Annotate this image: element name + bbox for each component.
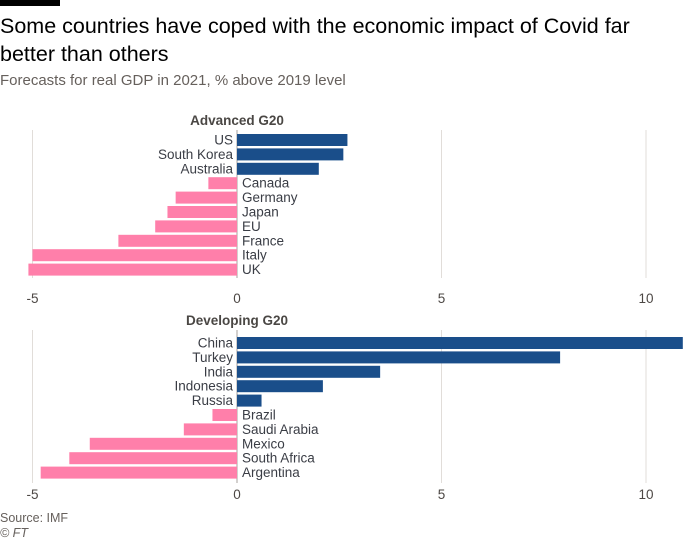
developing-g20-bar-9: [40, 466, 238, 479]
advanced-g20-bar-label-3: Canada: [242, 176, 290, 191]
advanced-g20-bar-label-1: South Korea: [158, 147, 234, 162]
developing-g20-bar-0: [237, 337, 683, 349]
chart-subtitle: Forecasts for real GDP in 2021, % above …: [0, 72, 346, 89]
advanced-g20-bar-9: [28, 263, 237, 276]
advanced-g20-tick-label-3: 10: [638, 291, 653, 306]
chart-title: Some countries have coped with the econo…: [0, 14, 630, 66]
advanced-g20-bar-label-0: US: [214, 133, 233, 148]
developing-g20-bar-4: [237, 394, 262, 407]
developing-g20-bar-8: [69, 452, 237, 465]
advanced-g20-bar-label-2: Australia: [180, 161, 233, 176]
advanced-g20-bar-7: [118, 234, 237, 247]
advanced-g20-bar-8: [32, 249, 237, 262]
developing-g20-tick-label-1: 0: [233, 487, 241, 502]
developing-g20-bar-7: [89, 437, 237, 450]
developing-g20-bar-label-7: Mexico: [242, 436, 285, 451]
developing-g20-bar-label-2: India: [204, 364, 234, 379]
developing-g20-bar-label-0: China: [198, 336, 234, 351]
advanced-g20-bar-0: [237, 134, 348, 146]
advanced-g20-bar-4: [175, 191, 237, 204]
developing-g20-bar-label-5: Brazil: [242, 408, 276, 423]
advanced-g20-bar-6: [155, 220, 237, 233]
developing-g20-bar-6: [183, 423, 237, 436]
developing-g20-bar-3: [237, 380, 323, 393]
advanced-g20-tick-label-1: 0: [233, 291, 241, 306]
advanced-g20-panel-title: Advanced G20: [190, 113, 284, 128]
advanced-g20-bar-label-9: UK: [242, 262, 261, 277]
advanced-g20-bar-1: [237, 148, 344, 161]
developing-g20-bar-label-4: Russia: [192, 393, 234, 408]
ft-top-bar: [0, 0, 60, 6]
developing-g20-bar-label-8: South Africa: [242, 451, 315, 466]
advanced-g20-bar-5: [167, 206, 237, 218]
source-note: Source: IMF: [0, 511, 69, 525]
advanced-g20-bar-3: [208, 177, 237, 190]
developing-g20-panel-title: Developing G20: [186, 313, 288, 328]
developing-g20-bar-2: [237, 365, 381, 378]
advanced-g20-tick-label-0: -5: [26, 291, 38, 306]
developing-g20-bar-1: [237, 351, 561, 364]
developing-g20-bar-label-1: Turkey: [192, 350, 233, 365]
advanced-g20-bar-2: [237, 162, 319, 175]
developing-g20-bar-label-6: Saudi Arabia: [242, 422, 319, 437]
advanced-g20-bar-label-6: EU: [242, 219, 261, 234]
developing-g20-tick-label-3: 10: [638, 487, 653, 502]
ft-credit: © FT: [0, 526, 28, 540]
developing-g20-bar-5: [212, 409, 237, 421]
developing-g20-tick-label-2: 5: [438, 487, 446, 502]
advanced-g20-bar-label-7: France: [242, 233, 284, 248]
developing-g20-bar-label-9: Argentina: [242, 465, 300, 480]
advanced-g20-bar-label-8: Italy: [242, 248, 267, 263]
advanced-g20-tick-label-2: 5: [438, 291, 446, 306]
developing-g20-tick-label-0: -5: [26, 487, 38, 502]
developing-g20-bar-label-3: Indonesia: [174, 379, 233, 394]
advanced-g20-bar-label-4: Germany: [242, 190, 298, 205]
advanced-g20-bar-label-5: Japan: [242, 205, 279, 220]
